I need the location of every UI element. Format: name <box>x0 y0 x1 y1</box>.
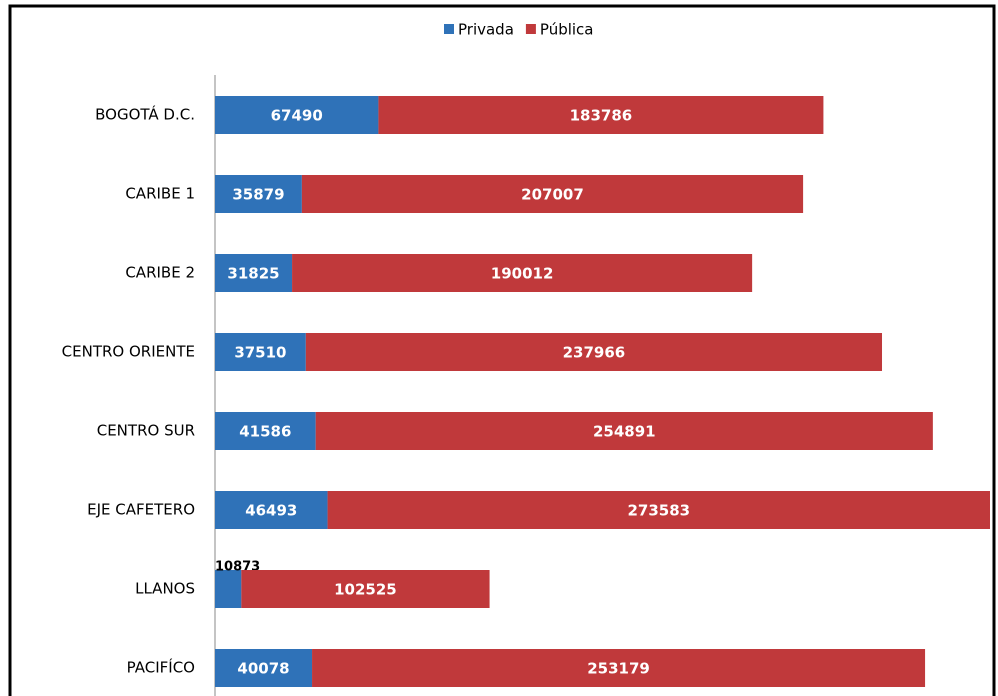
value-label: 35879 <box>232 186 284 204</box>
value-label: 41586 <box>239 423 291 441</box>
bar-segment <box>327 491 990 529</box>
bar-segment <box>292 254 753 292</box>
bar-segment <box>241 570 490 608</box>
category-label: CENTRO SUR <box>97 422 195 440</box>
bar-segment <box>301 175 804 213</box>
category-label: CARIBE 1 <box>125 185 195 203</box>
value-label: 237966 <box>563 344 626 362</box>
legend-swatch <box>525 24 536 34</box>
category-label: EJE CAFETERO <box>87 501 195 519</box>
bar-segment <box>315 412 933 450</box>
bar-segment <box>378 96 824 134</box>
value-label: 46493 <box>245 502 297 520</box>
bar-segment <box>305 333 883 371</box>
legend-swatch <box>444 24 454 34</box>
category-label: BOGOTÁ D.C. <box>95 105 195 124</box>
category-label: LLANOS <box>135 580 195 598</box>
value-label: 253179 <box>587 660 650 678</box>
value-label: 40078 <box>237 660 289 678</box>
value-label: 183786 <box>570 107 633 125</box>
category-label: CENTRO ORIENTE <box>62 343 195 361</box>
value-label: 190012 <box>491 265 554 283</box>
value-label: 37510 <box>234 344 286 362</box>
category-label: CARIBE 2 <box>125 264 195 282</box>
value-label: 102525 <box>334 581 397 599</box>
value-label: 67490 <box>271 107 323 125</box>
legend-label: Privada <box>458 21 514 39</box>
bar-segment <box>215 412 316 450</box>
bar-segment <box>215 175 302 213</box>
value-label: 254891 <box>593 423 656 441</box>
bar-segment <box>215 333 306 371</box>
category-label: PACIFÍCO <box>127 658 195 677</box>
value-label: 273583 <box>627 502 690 520</box>
bar-segment <box>215 254 293 292</box>
bar-segment <box>215 570 242 608</box>
value-label: 207007 <box>521 186 584 204</box>
bar-segment <box>215 649 313 687</box>
bar-segment <box>215 491 328 529</box>
bar-segment <box>215 96 379 134</box>
frame <box>8 4 996 696</box>
legend-label: Pública <box>540 21 594 39</box>
value-label: 31825 <box>227 265 279 283</box>
bar-segment <box>312 649 926 687</box>
